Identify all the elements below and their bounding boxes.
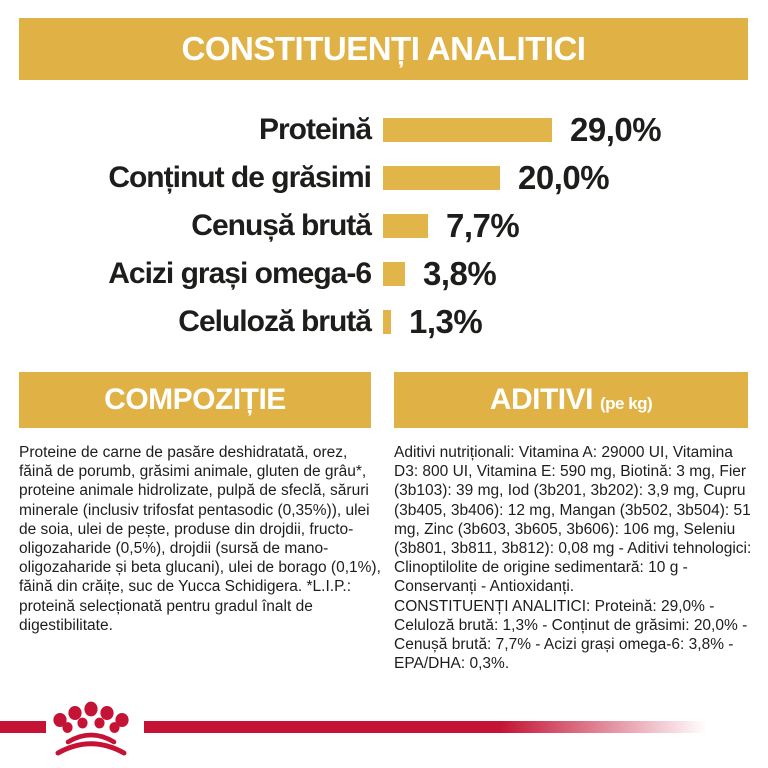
additives-text: Aditivi nutriționali: Vitamina A: 29000 … [394,443,756,673]
bar-value: 3,8% [423,255,497,292]
bar [383,166,500,190]
composition-banner: COMPOZIȚIE [19,372,371,428]
bar-label: Celuloză brută [178,305,372,338]
royal-canin-crown-icon [53,701,129,756]
additives-title: ADITIVI [489,383,594,416]
bar [383,118,552,142]
analytical-bar-chart: Proteină 29,0% Conținut de grăsimi 20,0% Cen… [0,106,768,346]
bar-value: 7,7% [446,207,520,244]
crown-arcs [55,732,127,756]
bar-label: Proteină [258,113,372,146]
footer-red-band-right [144,721,718,733]
bar-label: Cenușă brută [191,209,372,242]
crown-dots [53,701,129,733]
composition-text: Proteine de carne de pasăre deshidratată… [19,444,381,634]
bar-label: Acizi grași omega-6 [108,257,372,290]
additives-unit: (pe kg) [599,394,653,413]
bar-value: 20,0% [518,159,610,196]
chart-row: Conținut de grăsimi 20,0% [0,154,768,202]
additives-paragraph-2: CONSTITUENȚI ANALITICI: Proteină: 29,0% … [394,597,748,673]
additives-paragraph-1: Aditivi nutriționali: Vitamina A: 29000 … [394,444,752,596]
chart-row: Acizi grași omega-6 3,8% [0,250,768,298]
bar [383,214,428,238]
bar-label: Conținut de grăsimi [108,161,372,194]
bar [383,262,405,286]
bar-value: 1,3% [409,303,483,340]
composition-title: COMPOZIȚIE [104,383,286,416]
footer-red-band-left [0,721,46,733]
chart-row: Cenușă brută 7,7% [0,202,768,250]
bar [383,310,391,334]
analytical-constituents-banner: CONSTITUENȚI ANALITICI [19,18,748,80]
bar-value: 29,0% [570,111,662,148]
page-title: CONSTITUENȚI ANALITICI [181,30,586,67]
additives-banner: ADITIVI (pe kg) [394,372,748,428]
chart-row: Proteină 29,0% [0,106,768,154]
chart-row: Celuloză brută 1,3% [0,298,768,346]
